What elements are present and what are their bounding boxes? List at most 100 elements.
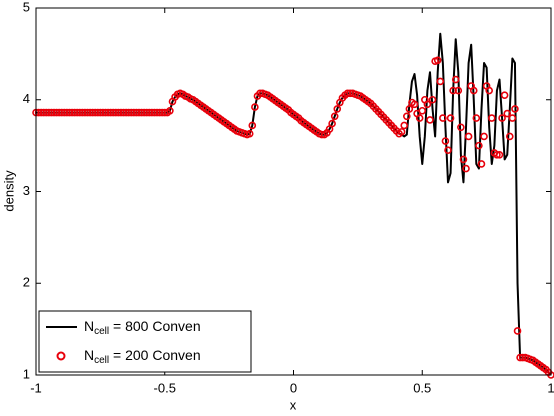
- data-point: [402, 112, 411, 121]
- data-point: [130, 108, 138, 117]
- data-point: [454, 86, 463, 95]
- legend-label: Ncell = 800 Conven: [84, 318, 201, 337]
- data-point: [101, 108, 110, 117]
- data-point: [248, 121, 257, 130]
- data-point: [511, 105, 519, 113]
- x-tick-label: 0: [290, 380, 297, 395]
- plot-frame: [35, 7, 552, 376]
- data-point: [516, 353, 524, 362]
- data-point: [487, 114, 496, 122]
- data-point: [333, 105, 342, 113]
- data-point: [480, 132, 488, 141]
- data-point: [462, 164, 470, 173]
- data-point: [150, 108, 159, 117]
- data-point: [106, 108, 115, 117]
- legend-marker: [56, 351, 66, 361]
- data-point: [245, 129, 254, 138]
- data-point: [493, 151, 501, 159]
- data-point: [251, 103, 259, 111]
- data-point: [137, 108, 146, 117]
- data-point: [436, 77, 445, 86]
- data-point: [441, 137, 450, 145]
- data-point: [166, 106, 174, 115]
- data-point: [52, 108, 61, 117]
- y-tick-label: 4: [23, 91, 30, 106]
- data-point: [39, 108, 48, 117]
- data-point: [60, 108, 69, 117]
- data-point: [397, 128, 406, 136]
- x-axis-label: x: [290, 397, 297, 412]
- data-point: [127, 108, 136, 117]
- data-point: [513, 327, 522, 335]
- data-point: [469, 86, 478, 95]
- data-point: [124, 108, 133, 117]
- data-point: [155, 108, 164, 117]
- data-point: [428, 95, 437, 104]
- data-point: [112, 108, 120, 117]
- data-point: [96, 108, 105, 117]
- data-point: [117, 108, 125, 117]
- data-point: [459, 155, 468, 164]
- data-point: [503, 109, 512, 118]
- data-point: [45, 108, 53, 117]
- data-point: [99, 108, 107, 117]
- data-point: [91, 108, 100, 117]
- data-point: [65, 108, 74, 117]
- data-point: [457, 123, 465, 132]
- legend-box: [38, 310, 252, 373]
- data-point: [433, 56, 442, 65]
- data-point: [42, 108, 51, 117]
- data-point: [70, 108, 79, 117]
- x-tick-label: 1: [547, 380, 554, 395]
- x-tick-label: 0.5: [413, 380, 431, 395]
- x-tick-label: -1: [30, 380, 42, 395]
- data-point: [153, 108, 161, 117]
- data-point: [451, 75, 460, 84]
- data-point: [328, 119, 336, 128]
- data-point: [83, 108, 92, 117]
- data-point: [415, 114, 424, 122]
- data-point: [400, 121, 409, 130]
- data-point: [343, 89, 352, 98]
- data-point: [104, 108, 112, 117]
- data-point: [55, 108, 63, 117]
- data-point: [446, 114, 455, 122]
- data-point: [158, 108, 166, 117]
- data-point: [330, 112, 339, 121]
- data-point: [498, 114, 506, 122]
- data-point: [439, 114, 447, 122]
- data-point: [148, 108, 156, 117]
- x-tick-label: -0.5: [154, 380, 176, 395]
- data-point: [63, 108, 71, 117]
- data-point: [88, 108, 97, 117]
- data-point: [495, 151, 504, 159]
- data-point: [109, 108, 118, 117]
- data-point: [418, 106, 427, 115]
- data-point: [73, 108, 81, 117]
- data-point: [57, 108, 66, 117]
- y-tick-label: 5: [23, 0, 30, 14]
- data-point: [472, 114, 481, 122]
- data-point: [114, 108, 123, 117]
- data-point: [410, 100, 419, 109]
- data-point: [47, 108, 56, 117]
- data-point: [37, 108, 45, 117]
- data-point: [86, 108, 94, 117]
- y-tick-label: 3: [23, 183, 30, 198]
- data-point: [119, 108, 128, 117]
- data-point: [505, 132, 514, 141]
- data-point: [142, 108, 151, 117]
- data-point: [477, 160, 486, 168]
- data-point: [464, 132, 473, 141]
- data-point: [132, 108, 141, 117]
- data-point: [444, 146, 452, 155]
- data-point: [94, 108, 102, 117]
- y-axis-label: density: [1, 170, 16, 212]
- data-point: [78, 108, 87, 117]
- data-point: [405, 105, 414, 113]
- data-point: [81, 108, 89, 117]
- data-point: [485, 86, 494, 95]
- data-point: [135, 108, 143, 117]
- data-point: [449, 86, 457, 95]
